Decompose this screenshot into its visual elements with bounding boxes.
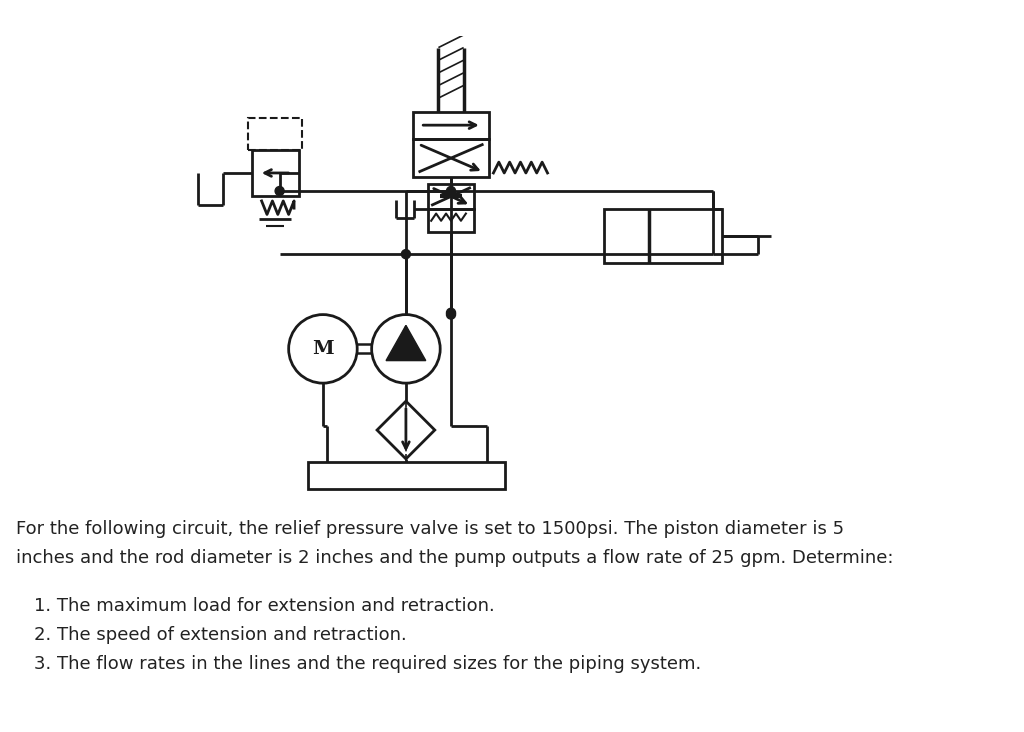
Bar — [413, 111, 488, 138]
Bar — [604, 209, 722, 264]
Circle shape — [446, 187, 456, 195]
Text: 2. The speed of extension and retraction.: 2. The speed of extension and retraction… — [34, 626, 407, 643]
Text: inches and the rod diameter is 2 inches and the pump outputs a flow rate of 25 g: inches and the rod diameter is 2 inches … — [16, 549, 894, 567]
Bar — [428, 209, 474, 233]
Circle shape — [446, 308, 456, 317]
Text: For the following circuit, the relief pressure valve is set to 1500psi. The pist: For the following circuit, the relief pr… — [16, 520, 845, 538]
Text: 3. The flow rates in the lines and the required sizes for the piping system.: 3. The flow rates in the lines and the r… — [34, 654, 701, 673]
Text: M: M — [312, 340, 334, 358]
Bar — [252, 149, 299, 196]
Circle shape — [401, 250, 411, 258]
Bar — [428, 184, 474, 209]
Circle shape — [275, 187, 284, 195]
Bar — [413, 138, 488, 177]
Bar — [308, 462, 505, 489]
Circle shape — [446, 310, 456, 319]
Bar — [248, 118, 302, 149]
Polygon shape — [386, 326, 426, 361]
Text: 1. The maximum load for extension and retraction.: 1. The maximum load for extension and re… — [34, 597, 495, 615]
